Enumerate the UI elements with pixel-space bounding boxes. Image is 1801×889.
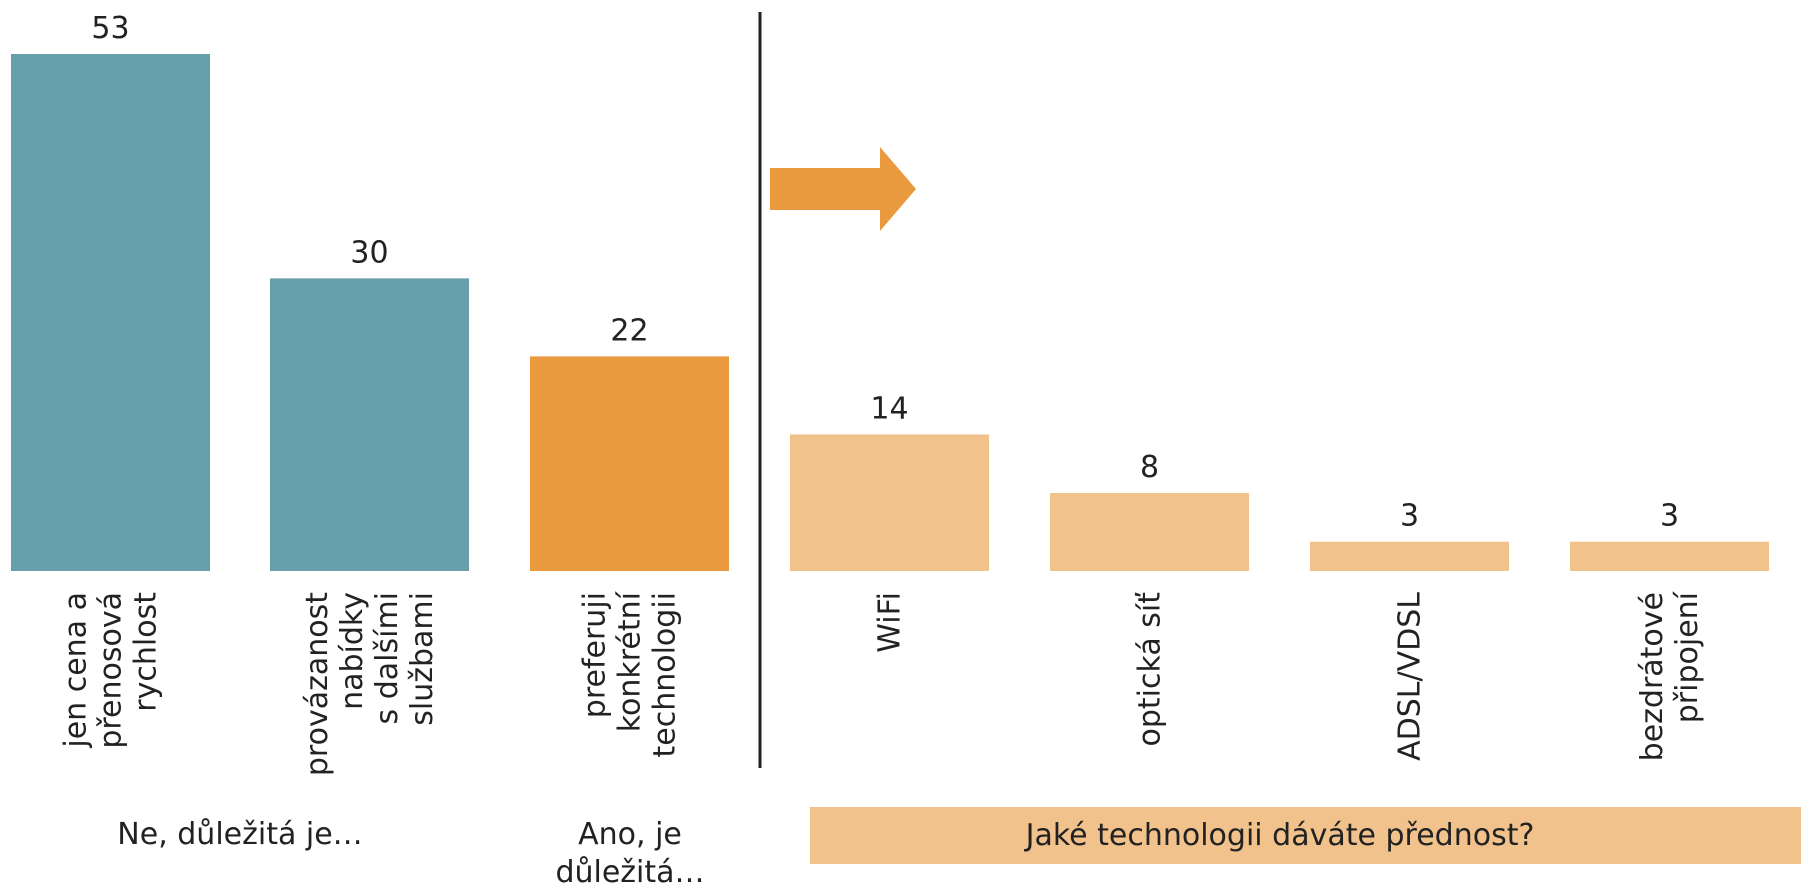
category-label-line: bezdrátové xyxy=(1635,592,1670,761)
bar-value-label: 53 xyxy=(91,11,129,46)
category-label-line: službami xyxy=(405,592,440,726)
question-text: Jaké technologii dáváte přednost? xyxy=(1024,818,1535,853)
value-labels-layer: 53 30 22 14 8 3 3 xyxy=(91,11,1679,534)
bar-value-label: 30 xyxy=(350,235,388,270)
category-labels-layer: jen cena a přenosová rychlost provázanost na… xyxy=(59,590,1706,776)
bar xyxy=(1310,541,1509,571)
bar-value-label: 14 xyxy=(870,391,908,426)
category-label-line: přenosová xyxy=(94,592,129,749)
category-label-line: konkrétní xyxy=(613,590,648,732)
bar xyxy=(1570,541,1769,571)
category-label: jen cena a přenosová rychlost xyxy=(59,592,164,749)
category-label-line: optická síť xyxy=(1133,592,1168,747)
category-label-line: s dalšími xyxy=(370,592,405,724)
bar xyxy=(1050,492,1249,571)
category-label-line: preferuji xyxy=(578,592,613,718)
bar-value-label: 8 xyxy=(1140,450,1159,485)
category-label: bezdrátové připojení xyxy=(1635,590,1705,761)
category-label-line: připojení xyxy=(1670,590,1705,723)
category-label-line: technologii xyxy=(648,592,683,758)
bar xyxy=(790,434,989,571)
bar-value-label: 3 xyxy=(1660,499,1679,534)
category-label: optická síť xyxy=(1133,592,1168,747)
category-label: preferuji konkrétní technologii xyxy=(578,590,683,757)
bar xyxy=(270,278,469,571)
bar-value-label: 3 xyxy=(1400,499,1419,534)
bar xyxy=(11,54,210,571)
category-label-line: nabídky xyxy=(335,592,370,710)
category-label-line: WiFi xyxy=(873,592,908,653)
group-label: Ano, je xyxy=(578,817,682,852)
category-label: provázanost nabídky s dalšími službami xyxy=(300,592,440,776)
bar-value-label: 22 xyxy=(610,313,648,348)
bar xyxy=(530,356,729,571)
category-label: ADSL/VDSL xyxy=(1393,592,1428,761)
category-label-line: rychlost xyxy=(129,592,164,712)
category-label: WiFi xyxy=(873,592,908,653)
category-label-line: provázanost xyxy=(300,592,335,776)
group-label: Ne, důležitá je… xyxy=(117,817,362,852)
question-banner xyxy=(810,807,1801,864)
category-label-line: ADSL/VDSL xyxy=(1393,592,1428,761)
group-label: důležitá… xyxy=(555,855,704,889)
group-labels-layer: Ne, důležitá je… Ano, jedůležitá… xyxy=(117,817,704,889)
bars-layer xyxy=(11,54,1769,571)
arrow-right-icon xyxy=(770,147,916,231)
category-label-line: jen cena a xyxy=(59,592,94,749)
